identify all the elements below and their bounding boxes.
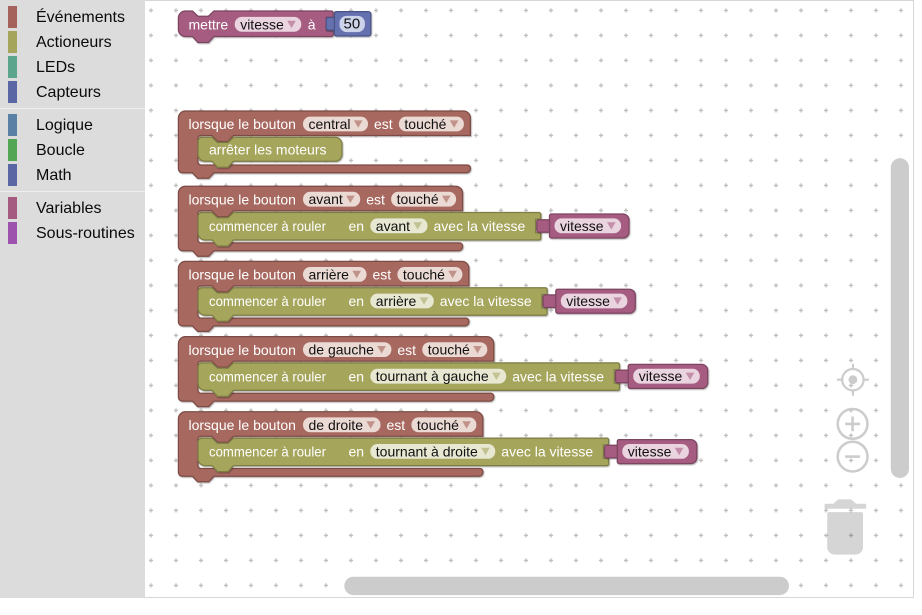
- svg-text:tournant à droite: tournant à droite: [376, 443, 478, 459]
- svg-text:est: est: [366, 191, 385, 207]
- svg-text:vitesse: vitesse: [639, 368, 683, 384]
- svg-text:mettre: mettre: [189, 17, 229, 33]
- svg-text:lorsque le bouton: lorsque le bouton: [189, 191, 296, 207]
- svg-text:touché: touché: [397, 191, 439, 207]
- svg-text:en: en: [349, 444, 365, 460]
- svg-text:avec la vitesse: avec la vitesse: [440, 293, 532, 309]
- svg-text:arrière: arrière: [376, 293, 417, 309]
- svg-text:avec la vitesse: avec la vitesse: [501, 444, 593, 460]
- svg-text:de droite: de droite: [309, 417, 364, 433]
- svg-text:vitesse: vitesse: [560, 218, 604, 234]
- svg-text:en: en: [349, 293, 365, 309]
- svg-text:commencer à rouler: commencer à rouler: [209, 444, 326, 460]
- svg-text:vitesse: vitesse: [628, 443, 672, 459]
- svg-text:est: est: [374, 116, 393, 132]
- svg-text:est: est: [397, 342, 416, 358]
- svg-text:lorsque le bouton: lorsque le bouton: [189, 267, 296, 283]
- svg-text:arrière: arrière: [309, 266, 350, 282]
- svg-text:commencer à rouler: commencer à rouler: [209, 368, 326, 384]
- svg-text:tournant à gauche: tournant à gauche: [376, 368, 489, 384]
- svg-text:de gauche: de gauche: [309, 342, 375, 358]
- svg-text:arrêter les moteurs: arrêter les moteurs: [209, 142, 326, 158]
- svg-text:commencer à rouler: commencer à rouler: [209, 218, 326, 234]
- svg-text:lorsque le bouton: lorsque le bouton: [189, 342, 296, 358]
- svg-text:50: 50: [344, 16, 361, 33]
- svg-text:avant: avant: [376, 218, 410, 234]
- svg-text:avec la vitesse: avec la vitesse: [434, 218, 526, 234]
- svg-text:central: central: [309, 116, 351, 132]
- svg-text:touché: touché: [403, 266, 445, 282]
- svg-text:est: est: [373, 267, 392, 283]
- svg-text:avec la vitesse: avec la vitesse: [512, 368, 604, 384]
- svg-text:en: en: [349, 218, 365, 234]
- svg-text:est: est: [387, 417, 406, 433]
- svg-text:vitesse: vitesse: [240, 16, 284, 32]
- svg-text:commencer à rouler: commencer à rouler: [209, 293, 326, 309]
- svg-text:touché: touché: [417, 417, 459, 433]
- svg-text:avant: avant: [309, 191, 343, 207]
- svg-text:lorsque le bouton: lorsque le bouton: [189, 116, 296, 132]
- svg-text:à: à: [308, 17, 316, 33]
- svg-text:en: en: [349, 368, 365, 384]
- svg-text:vitesse: vitesse: [566, 293, 610, 309]
- svg-text:lorsque le bouton: lorsque le bouton: [189, 417, 296, 433]
- svg-text:touché: touché: [428, 342, 470, 358]
- svg-text:touché: touché: [404, 116, 446, 132]
